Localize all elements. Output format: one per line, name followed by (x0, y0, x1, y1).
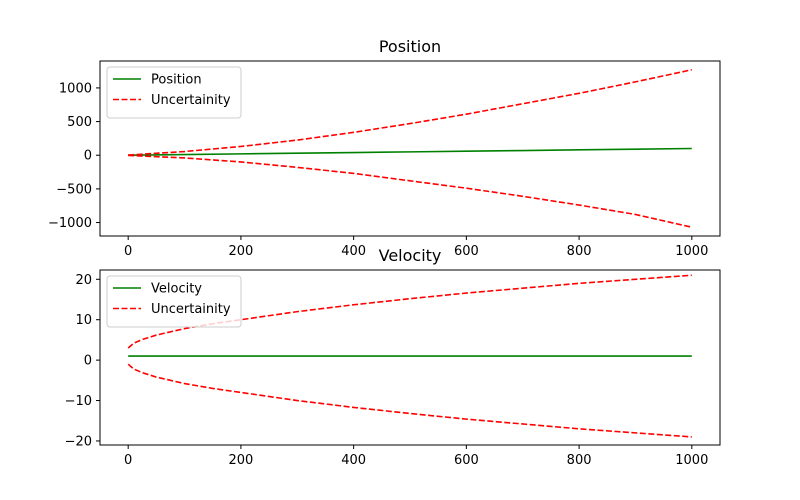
x-tick-label: 800 (567, 244, 592, 259)
uncertainity-lower-line (127, 363, 692, 438)
y-tick-label: 0 (84, 149, 92, 164)
legend: Position Uncertainity (106, 66, 242, 119)
x-tick-label: 600 (454, 244, 479, 259)
legend-label: Velocity (151, 282, 202, 297)
velocity-panel: Velocity 0 200 400 600 800 1000 −20 −10 0 10 20 Vel… (65, 246, 721, 468)
x-tick-label: 600 (454, 453, 479, 468)
position-line (128, 147, 692, 157)
x-tick-label: 0 (124, 244, 132, 259)
y-tick-label: 10 (75, 313, 92, 328)
x-tick-label: 800 (567, 453, 592, 468)
y-tick-label: −1000 (48, 216, 92, 231)
y-tick-label: −20 (65, 434, 92, 449)
uncertainity-lower-line (128, 154, 692, 229)
plot-area (128, 68, 692, 229)
uncertainity-line (127, 274, 692, 349)
x-tick-label: 0 (124, 453, 132, 468)
y-tick-label: 20 (75, 273, 92, 288)
legend: Velocity Uncertainity (106, 275, 242, 328)
legend-label: Position (151, 73, 202, 88)
y-tick-label: −500 (56, 182, 92, 197)
position-panel: Position 0 200 400 600 800 1000 −1000 −500 0 500 1… (48, 37, 721, 259)
y-tick-label: 0 (84, 354, 92, 369)
x-tick-label: 400 (341, 244, 366, 259)
x-tick-label: 200 (228, 453, 253, 468)
x-tick-label: 1000 (675, 244, 708, 259)
uncertainity-line (128, 68, 692, 156)
legend-label: Uncertainity (151, 93, 231, 108)
axes-frame (99, 269, 721, 446)
y-tick-label: −10 (65, 394, 92, 409)
y-tick-label: 1000 (59, 81, 92, 96)
chart-title: Velocity (379, 246, 442, 265)
chart-title: Position (379, 37, 441, 56)
plot-area (127, 274, 692, 438)
legend-label: Uncertainity (151, 302, 231, 317)
y-tick-label: 500 (67, 115, 92, 130)
axes-frame (99, 60, 721, 237)
x-tick-label: 200 (228, 244, 253, 259)
x-tick-label: 400 (341, 453, 366, 468)
x-tick-label: 1000 (675, 453, 708, 468)
